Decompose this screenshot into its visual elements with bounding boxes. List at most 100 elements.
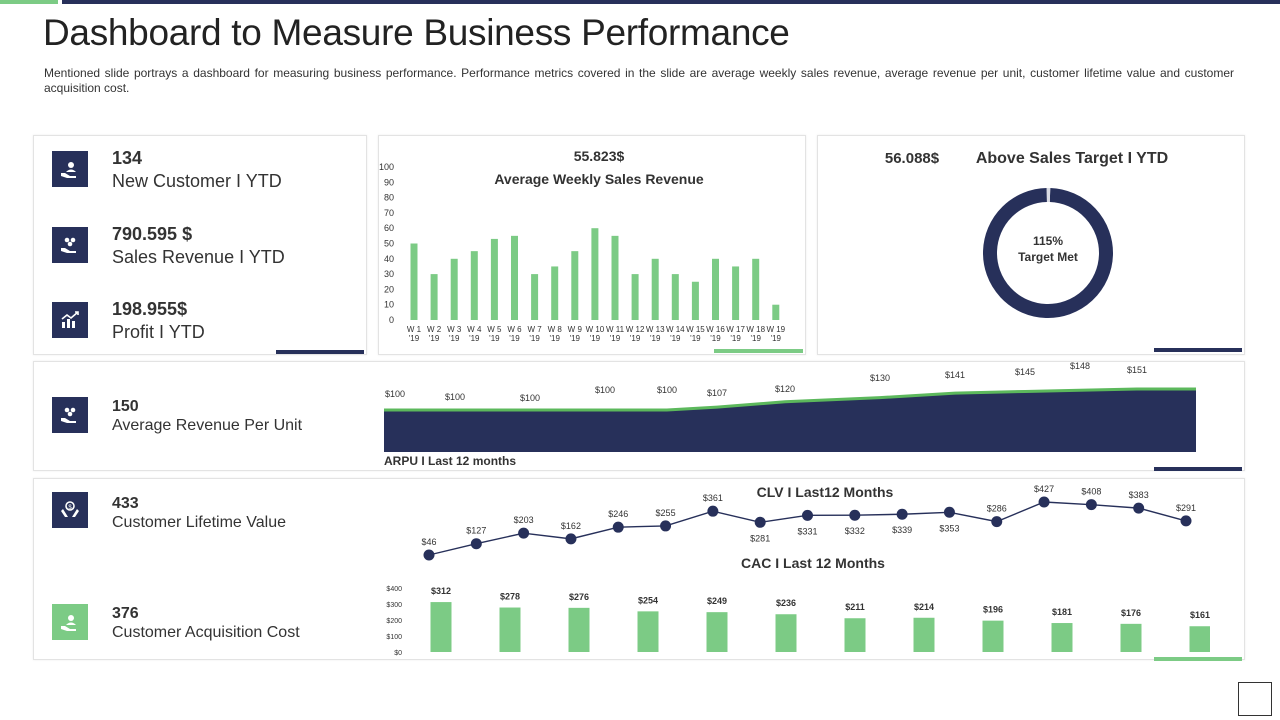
x-tick-label: '19 bbox=[469, 334, 480, 343]
x-tick-label: '19 bbox=[750, 334, 761, 343]
clv-point bbox=[849, 509, 861, 521]
x-tick-label: W 8 bbox=[548, 325, 563, 334]
bar bbox=[982, 620, 1004, 652]
arpu-data-label: $151 bbox=[1127, 365, 1147, 375]
clv-title: CLV I Last12 Months bbox=[757, 484, 894, 500]
kpi-sales-revenue-value: 790.595 $ bbox=[112, 224, 193, 244]
clv-cac-accent bbox=[1154, 657, 1242, 661]
clv-point bbox=[1038, 496, 1050, 508]
x-tick-label: '19 bbox=[570, 334, 581, 343]
arpu-label: Average Revenue Per Unit bbox=[112, 417, 303, 434]
x-tick-label: W 5 bbox=[487, 325, 502, 334]
x-tick-label: W 7 bbox=[527, 325, 542, 334]
clv-label: Customer Lifetime Value bbox=[112, 514, 286, 531]
arpu-data-label: $100 bbox=[385, 389, 405, 399]
bar bbox=[631, 274, 639, 320]
cac-value: 376 bbox=[112, 605, 139, 622]
kpi-new-customer-value: 134 bbox=[112, 148, 143, 168]
weekly-sales-accent bbox=[714, 349, 803, 353]
bar bbox=[499, 607, 521, 652]
kpi-sales-revenue-label: Sales Revenue I YTD bbox=[112, 247, 285, 267]
y-tick-label: 0 bbox=[389, 315, 394, 325]
bar bbox=[430, 602, 452, 652]
arpu-value: 150 bbox=[112, 398, 139, 415]
x-tick-label: '19 bbox=[730, 334, 741, 343]
x-tick-label: W 19 bbox=[766, 325, 785, 334]
y-tick-label: 100 bbox=[379, 162, 394, 172]
kpi-profit-value: 198.955$ bbox=[112, 299, 188, 319]
clv-point bbox=[660, 520, 672, 532]
bar bbox=[637, 611, 659, 652]
x-tick-label: '19 bbox=[710, 334, 721, 343]
bar bbox=[1189, 626, 1210, 652]
arpu-area bbox=[384, 389, 1196, 452]
clv-data-label: $408 bbox=[1081, 487, 1101, 497]
arpu-data-label: $145 bbox=[1015, 367, 1035, 377]
cac-data-label: $312 bbox=[431, 586, 451, 596]
clv-line-chart: CLV I Last12 Months $46 $127 $203 $162 $246 $… bbox=[421, 484, 1196, 561]
bar bbox=[732, 266, 740, 320]
clv-data-label: $203 bbox=[514, 515, 534, 525]
clv-data-label: $286 bbox=[987, 504, 1007, 514]
x-tick-label: '19 bbox=[549, 334, 560, 343]
bar bbox=[611, 235, 619, 320]
x-tick-label: W 17 bbox=[726, 325, 745, 334]
x-tick-label: W 4 bbox=[467, 325, 482, 334]
page-description: Mentioned slide portrays a dashboard for… bbox=[44, 66, 1234, 95]
arpu-caption: ARPU I Last 12 months bbox=[384, 454, 516, 468]
clv-point bbox=[470, 538, 482, 550]
bar bbox=[772, 304, 780, 320]
kpi-new-customer-label: New Customer I YTD bbox=[112, 171, 282, 191]
clv-data-label: $361 bbox=[703, 493, 723, 503]
clv-point bbox=[943, 506, 955, 518]
arpu-line bbox=[384, 387, 1196, 412]
clv-data-label: $331 bbox=[797, 526, 817, 536]
x-tick-label: '19 bbox=[489, 334, 500, 343]
clv-data-label: $255 bbox=[656, 508, 676, 518]
bar bbox=[752, 258, 760, 320]
x-tick-label: '19 bbox=[610, 334, 621, 343]
arpu-data-label: $148 bbox=[1070, 361, 1090, 371]
x-tick-label: '19 bbox=[650, 334, 661, 343]
bar bbox=[691, 281, 699, 320]
clv-point bbox=[1085, 499, 1097, 511]
clv-data-label: $46 bbox=[421, 537, 436, 547]
target-title: Above Sales Target I YTD bbox=[976, 150, 1168, 167]
kpi-panel-accent bbox=[276, 350, 364, 354]
cac-title: CAC I Last 12 Months bbox=[741, 555, 885, 571]
x-tick-label: '19 bbox=[590, 334, 601, 343]
cac-data-label: $161 bbox=[1190, 610, 1210, 620]
bar bbox=[706, 612, 728, 652]
clv-data-label: $281 bbox=[750, 533, 770, 543]
x-tick-label: '19 bbox=[690, 334, 701, 343]
clv-point bbox=[896, 508, 908, 520]
arpu-data-label: $100 bbox=[595, 385, 615, 395]
cac-data-label: $236 bbox=[776, 598, 796, 608]
bar bbox=[568, 607, 590, 652]
cac-data-label: $211 bbox=[845, 602, 865, 612]
arpu-data-label: $100 bbox=[520, 393, 540, 403]
bar bbox=[671, 274, 679, 320]
arpu-area-chart: $100 $100 $100 $100 $100 $107 $120 $130 $141 $145… bbox=[384, 361, 1196, 468]
sales-target-accent bbox=[1154, 348, 1242, 352]
svg-text:$: $ bbox=[68, 505, 72, 511]
bar bbox=[913, 617, 935, 652]
donut-slice bbox=[983, 188, 1113, 318]
x-tick-label: '19 bbox=[509, 334, 520, 343]
cac-data-label: $254 bbox=[638, 595, 658, 605]
clv-data-label: $353 bbox=[939, 523, 959, 533]
y-tick-label: 20 bbox=[384, 284, 394, 294]
hands-dollar-icon: $ bbox=[52, 492, 88, 528]
clv-point bbox=[1133, 502, 1145, 514]
y-tick-label: 60 bbox=[384, 223, 394, 233]
arpu-data-label: $120 bbox=[775, 384, 795, 394]
cac-label: Customer Acquisition Cost bbox=[112, 624, 300, 641]
hand-user-icon bbox=[52, 151, 88, 187]
x-tick-label: W 10 bbox=[586, 325, 605, 334]
cac-data-label: $196 bbox=[983, 605, 1003, 615]
hand-coins-icon bbox=[52, 397, 88, 433]
y-tick-label: 10 bbox=[384, 300, 394, 310]
bar bbox=[571, 251, 579, 320]
kpi-profit-label: Profit I YTD bbox=[112, 322, 205, 342]
clv-data-label: $427 bbox=[1034, 484, 1054, 494]
